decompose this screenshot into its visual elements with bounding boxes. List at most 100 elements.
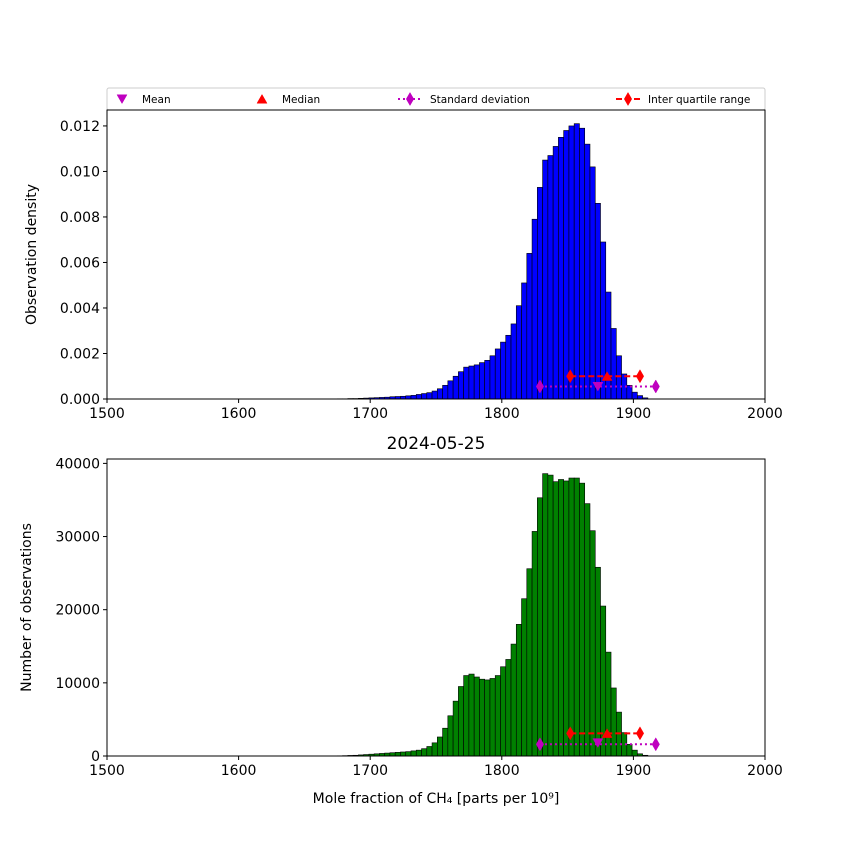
histogram-bar	[510, 323, 517, 400]
x-tick-label: 1700	[352, 763, 388, 779]
std-marker	[651, 737, 660, 752]
histogram-bar	[531, 218, 538, 400]
iqr-marker	[635, 726, 645, 741]
histogram-bar	[468, 365, 475, 400]
histogram-bar	[584, 503, 591, 757]
histogram-bar	[484, 679, 491, 757]
chart-title: 2024-05-25	[387, 434, 486, 454]
axes-frame	[106, 458, 766, 757]
histogram-bar	[547, 474, 554, 757]
histogram-bar	[479, 362, 485, 400]
y-tick-label: 0.006	[60, 255, 100, 271]
histogram-bar	[589, 530, 596, 757]
histogram-bar	[558, 479, 564, 757]
histogram-bar	[473, 364, 480, 400]
legend-entry: Inter quartile range	[616, 91, 750, 107]
legend-label: Standard deviation	[430, 94, 530, 106]
histogram-bar	[515, 305, 522, 400]
std-marker	[535, 379, 545, 394]
histogram-bar	[489, 678, 496, 757]
histogram-bar	[442, 385, 449, 400]
median-marker	[601, 728, 613, 738]
histogram-bar	[610, 328, 617, 400]
x-tick-label: 1600	[221, 406, 257, 422]
histogram-bar	[447, 380, 454, 400]
iqr-marker	[566, 726, 575, 741]
x-tick-label: 1900	[616, 406, 652, 422]
iqr-marker	[635, 369, 645, 384]
histogram-bar	[500, 341, 507, 400]
histogram-bar	[615, 355, 622, 400]
histogram-bar	[510, 643, 517, 757]
y-tick-label: 10000	[55, 676, 100, 692]
histogram-bar	[437, 736, 443, 757]
histogram-bar	[405, 751, 412, 757]
histogram-bar	[521, 282, 528, 400]
histogram-bar	[452, 700, 459, 757]
y-axis-label: Number of observations	[19, 523, 35, 692]
histogram-bar	[579, 482, 586, 757]
histogram-bar	[463, 366, 470, 400]
histogram-bar	[537, 187, 543, 400]
y-tick-label: 0.000	[60, 392, 100, 408]
histogram-bar	[447, 715, 454, 757]
histogram-bar	[531, 531, 538, 757]
legend-entry: Mean	[116, 94, 171, 106]
histogram-bar	[426, 392, 433, 400]
y-tick-label: 0.002	[60, 346, 100, 362]
histogram-bar	[484, 360, 491, 400]
histogram-bar	[568, 125, 575, 400]
histogram-bar	[542, 473, 549, 757]
histogram-bar	[479, 678, 485, 757]
histogram-bar	[505, 334, 512, 400]
histogram-bar	[594, 202, 601, 400]
histogram-bar	[558, 137, 564, 400]
statistics-markers	[535, 726, 660, 752]
histogram-bar	[637, 395, 643, 400]
histogram-bar	[452, 375, 459, 400]
y-tick-label: 0.010	[60, 164, 100, 180]
histogram-bar	[542, 159, 549, 400]
axes-frame	[106, 109, 766, 400]
histogram-bar	[584, 143, 591, 400]
histogram-bar	[494, 348, 501, 400]
histogram-bar	[563, 480, 570, 757]
mean-marker	[592, 381, 604, 392]
median-marker	[601, 371, 613, 381]
y-tick-label: 20000	[55, 603, 100, 619]
histogram-bar	[505, 659, 512, 757]
y-tick-label: 0.008	[60, 210, 100, 226]
density-histogram-plot: 1500 1600 1700 1800 1900 2000 0.000 0.002 0.004 0…	[24, 109, 783, 422]
histogram-bar	[563, 130, 570, 400]
histogram-bar	[631, 749, 638, 757]
y-tick-label: 0	[91, 749, 100, 765]
histogram-bar	[605, 651, 612, 757]
histogram-bar	[415, 394, 422, 400]
legend: Mean Median Standard deviation Inter quarti…	[106, 87, 766, 111]
histogram-bar	[521, 598, 528, 757]
x-tick-label: 1900	[616, 763, 652, 779]
legend-marker	[116, 94, 128, 105]
x-axis-label: Mole fraction of CH₄ [parts per 10⁹]	[313, 791, 560, 807]
statistics-markers	[535, 369, 660, 394]
histogram-bar	[494, 675, 501, 757]
histogram-bars	[336, 123, 649, 400]
histogram-bar	[526, 568, 533, 757]
histogram-bar	[489, 355, 496, 400]
histogram-bar	[442, 727, 449, 757]
histogram-bar	[552, 481, 559, 757]
histogram-bar	[537, 497, 543, 757]
legend-marker	[623, 91, 633, 107]
histogram-bars	[336, 473, 649, 757]
iqr-marker	[566, 369, 575, 384]
y-tick-label: 0.012	[60, 119, 100, 135]
histogram-bar	[410, 750, 417, 757]
histogram-bar	[515, 624, 522, 757]
histogram-bar	[500, 666, 507, 757]
histogram-bar	[552, 146, 559, 400]
histogram-bar	[400, 751, 407, 757]
histogram-bar	[589, 166, 596, 400]
legend-label: Mean	[142, 94, 171, 106]
histogram-bar	[426, 746, 433, 757]
